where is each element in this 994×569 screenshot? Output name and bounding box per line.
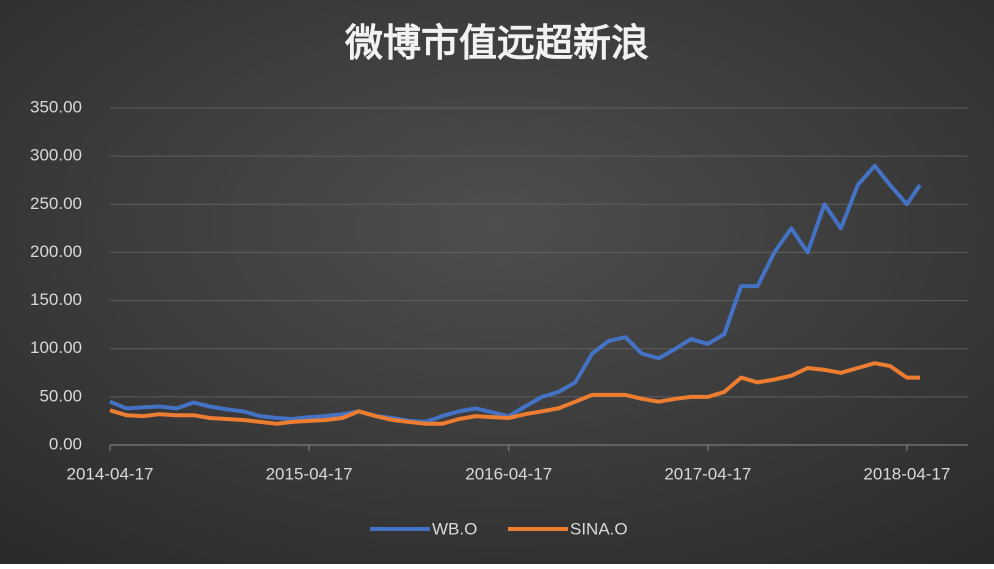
legend-label: SINA.O: [570, 519, 628, 538]
x-tick-label: 2017-04-17: [664, 464, 751, 483]
x-tick-label: 2014-04-17: [67, 464, 154, 483]
chart-title: 微博市值远超新浪: [344, 23, 649, 65]
x-tick-label: 2018-04-17: [863, 464, 950, 483]
y-tick-label: 300.00: [30, 146, 82, 165]
y-tick-label: 100.00: [30, 338, 82, 357]
y-tick-label: 200.00: [30, 242, 82, 261]
y-tick-label: 250.00: [30, 194, 82, 213]
x-tick-label: 2016-04-17: [465, 464, 552, 483]
y-tick-label: 150.00: [30, 290, 82, 309]
line-series: [109, 361, 920, 426]
legend-label: WB.O: [432, 519, 477, 538]
y-tick-label: 0.00: [49, 434, 82, 453]
y-tick-label: 350.00: [30, 97, 82, 116]
line-series: [109, 163, 922, 424]
x-tick-label: 2015-04-17: [266, 464, 353, 483]
y-tick-label: 50.00: [39, 386, 82, 405]
